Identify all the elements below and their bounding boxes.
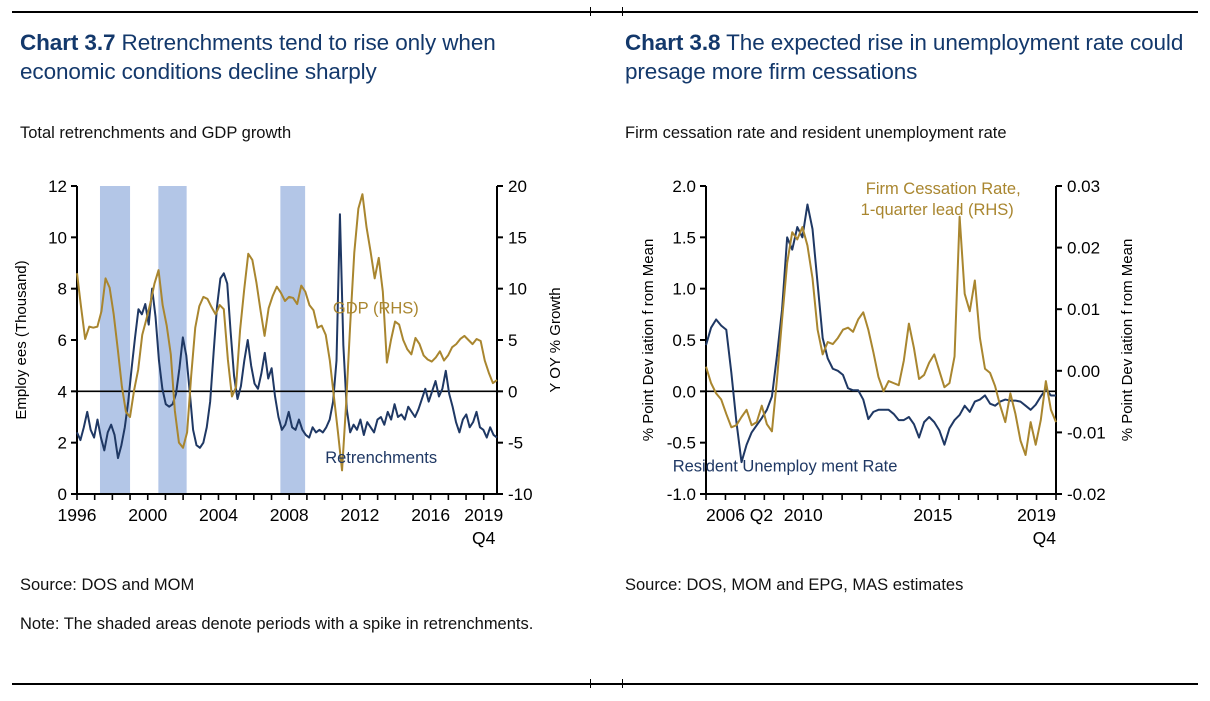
y2-tick-label: 20 <box>508 177 527 196</box>
x-tick-sublabel: Q4 <box>472 528 496 548</box>
x-tick-label: 2015 <box>913 505 952 525</box>
header-rule <box>12 11 1198 13</box>
y-tick-label: 8 <box>58 280 67 299</box>
header-rule-tick-right <box>622 7 623 16</box>
y-tick-label: 12 <box>48 177 67 196</box>
y2-tick-label: 0.02 <box>1067 239 1100 258</box>
chart-3-7-plot: 0 2 4 6 8 10 12 -10 -5 0 5 10 15 20 1996 2000 2004 2008 20… <box>0 170 605 550</box>
series-line-1 <box>76 193 498 472</box>
series-label-gdp: GDP (RHS) <box>333 299 419 317</box>
chart-3-7-number: Chart 3.7 <box>20 30 116 55</box>
chart-3-7-title-text: Retrenchments tend to rise only when eco… <box>20 30 496 84</box>
series-label-unemployment: Resident Unemploy ment Rate <box>673 457 898 475</box>
y2-tick-label: -0.01 <box>1067 423 1106 442</box>
y2-tick-label: -5 <box>508 434 523 453</box>
footer-rule <box>12 683 1198 685</box>
y-tick-label: -1.0 <box>667 485 696 504</box>
x-tick-label: 2019 <box>464 505 503 525</box>
series-line-0 <box>705 203 1056 464</box>
y-tick-label: 1.5 <box>672 228 696 247</box>
footer-rule-tick-right <box>622 679 623 688</box>
chart-3-8-subtitle: Firm cessation rate and resident unemplo… <box>625 124 1007 142</box>
chart-3-8-title-text: The expected rise in unemployment rate c… <box>625 30 1184 84</box>
y-tick-label: 0.0 <box>672 382 696 401</box>
x-tick-label: 2010 <box>784 505 823 525</box>
y2-tick-label: 0.00 <box>1067 362 1100 381</box>
right-axis-title: % Point Dev iation f rom Mean <box>1119 239 1136 442</box>
left-axis-title: Employ ees (Thousand) <box>13 260 30 419</box>
y-tick-label: -0.5 <box>667 434 696 453</box>
y2-tick-label: 0.03 <box>1067 177 1100 196</box>
chart-3-7-source: Source: DOS and MOM <box>20 576 195 594</box>
header-rule-tick-left <box>590 7 591 16</box>
y2-tick-label: -10 <box>508 485 533 504</box>
x-tick-label: 2006 Q2 <box>706 505 773 525</box>
y2-tick-label: 0 <box>508 382 517 401</box>
x-tick-label: 2019 <box>1017 505 1056 525</box>
y-tick-label: 6 <box>58 331 67 350</box>
footer-rule-tick-left <box>590 679 591 688</box>
x-tick-label: 2012 <box>340 505 379 525</box>
chart-panel-3-8: Chart 3.8 The expected rise in unemploym… <box>605 0 1210 701</box>
y-tick-label: 2 <box>58 434 67 453</box>
y2-tick-label: 10 <box>508 280 527 299</box>
x-tick-label: 2016 <box>411 505 450 525</box>
series-label-firm-cessation-line2: 1-quarter lead (RHS) <box>861 201 1014 219</box>
chart-3-8-title: Chart 3.8 The expected rise in unemploym… <box>625 28 1195 86</box>
chart-panel-3-7: Chart 3.7 Retrenchments tend to rise onl… <box>0 28 605 633</box>
right-axis-title: Y OY % Growth <box>547 287 564 392</box>
series-line-1 <box>705 215 1057 456</box>
x-tick-label: 1996 <box>58 505 97 525</box>
chart-3-8-plot: -1.0 -0.5 0.0 0.5 1.0 1.5 2.0 -0.02 -0.01 0.00 0.0… <box>605 170 1210 550</box>
x-tick-label: 2004 <box>199 505 238 525</box>
left-axis-title: % Point Dev iation f rom Mean <box>640 239 657 442</box>
y2-tick-label: 0.01 <box>1067 300 1100 319</box>
shaded-band-2 <box>280 186 306 494</box>
chart-3-7-svg: 0 2 4 6 8 10 12 -10 -5 0 5 10 15 20 1996 2000 2004 2008 20… <box>13 177 564 548</box>
chart-3-7-note: Note: The shaded areas denote periods wi… <box>20 615 534 633</box>
y-tick-label: 0.5 <box>672 331 696 350</box>
chart-3-8-source: Source: DOS, MOM and EPG, MAS estimates <box>625 576 964 594</box>
x-tick-label: 2000 <box>128 505 167 525</box>
chart-3-7-title: Chart 3.7 Retrenchments tend to rise onl… <box>20 28 590 86</box>
x-tick-sublabel: Q4 <box>1033 528 1057 548</box>
y2-tick-label: 15 <box>508 228 527 247</box>
x-tick-label: 2008 <box>270 505 309 525</box>
series-label-firm-cessation-line1: Firm Cessation Rate, <box>866 180 1021 198</box>
y-tick-label: 10 <box>48 228 67 247</box>
y2-tick-label: -0.02 <box>1067 485 1106 504</box>
chart-3-7-subtitle: Total retrenchments and GDP growth <box>20 124 292 142</box>
series-label-retrenchments: Retrenchments <box>325 449 437 467</box>
chart-3-8-number: Chart 3.8 <box>625 30 721 55</box>
y-tick-label: 0 <box>58 485 67 504</box>
y2-tick-label: 5 <box>508 331 517 350</box>
y-tick-label: 1.0 <box>672 280 696 299</box>
chart-3-8-svg: -1.0 -0.5 0.0 0.5 1.0 1.5 2.0 -0.02 -0.01 0.00 0.0… <box>640 177 1136 548</box>
y-tick-label: 2.0 <box>672 177 696 196</box>
y-tick-label: 4 <box>58 382 67 401</box>
